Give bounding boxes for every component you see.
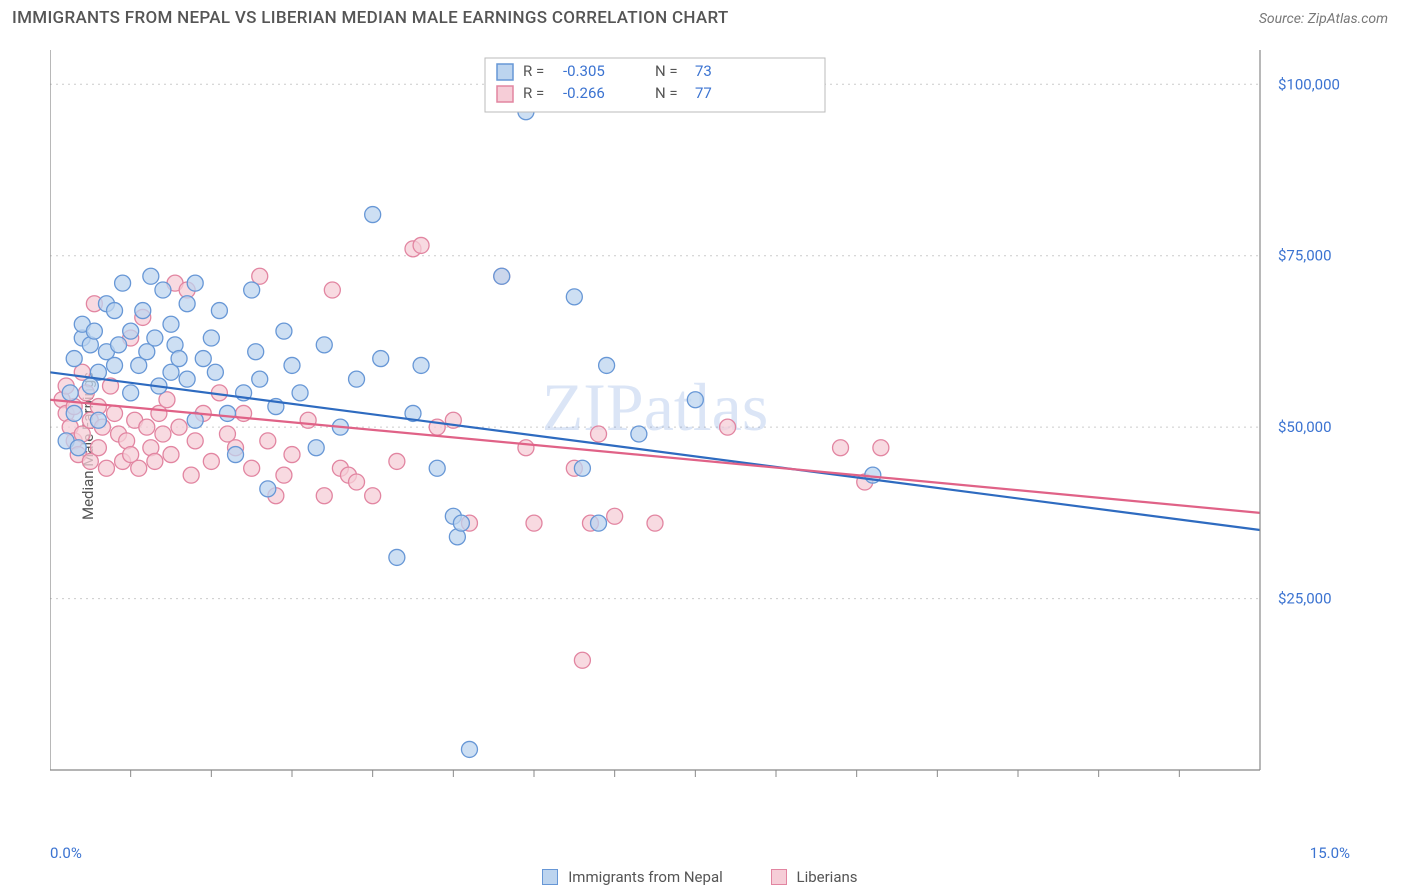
legend-label: Immigrants from Nepal [568,868,723,886]
bottom-legend: Immigrants from Nepal Liberians [50,868,1350,886]
x-axis-range: 0.0% 15.0% [50,844,1350,862]
svg-text:ZIPatlas: ZIPatlas [542,369,769,445]
svg-text:77: 77 [695,84,712,102]
x-axis-min: 0.0% [50,844,82,862]
plot-svg: $25,000 $50,000 $75,000 $100,000 ZIPatlas R =… [50,50,1350,810]
legend-swatch-icon [542,869,558,885]
svg-text:$50,000: $50,000 [1278,418,1332,436]
chart-source: Source: ZipAtlas.com [1259,11,1388,27]
legend-swatch-icon [771,869,787,885]
plot-area: $25,000 $50,000 $75,000 $100,000 ZIPatlas R =… [50,50,1350,810]
svg-text:-0.266: -0.266 [563,84,605,102]
legend-label: Liberians [796,868,857,886]
svg-text:-0.305: -0.305 [563,62,605,80]
legend-item-nepal: Immigrants from Nepal [542,868,722,886]
svg-text:R =: R = [523,84,544,102]
svg-text:N =: N = [655,84,678,102]
svg-text:R =: R = [523,62,544,80]
svg-text:$100,000: $100,000 [1278,75,1340,93]
correlation-chart: IMMIGRANTS FROM NEPAL VS LIBERIAN MEDIAN… [0,0,1406,892]
svg-text:73: 73 [695,62,712,80]
chart-title: IMMIGRANTS FROM NEPAL VS LIBERIAN MEDIAN… [12,8,729,28]
x-axis-max: 15.0% [1310,844,1350,862]
legend-item-liberians: Liberians [771,868,858,886]
svg-text:$75,000: $75,000 [1278,247,1332,265]
title-bar: IMMIGRANTS FROM NEPAL VS LIBERIAN MEDIAN… [0,0,1406,28]
svg-text:N =: N = [655,62,678,80]
svg-text:$25,000: $25,000 [1278,590,1332,608]
